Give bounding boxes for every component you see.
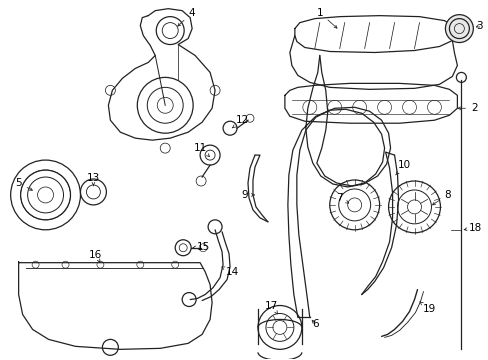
Text: 10: 10 (395, 160, 410, 175)
Text: 2: 2 (457, 103, 477, 113)
Text: 9: 9 (241, 190, 254, 200)
Text: 6: 6 (311, 319, 319, 329)
Text: 16: 16 (89, 250, 102, 262)
Text: 17: 17 (265, 301, 278, 314)
Text: 7: 7 (336, 193, 348, 203)
Text: 19: 19 (419, 302, 435, 315)
Text: 12: 12 (232, 115, 248, 128)
Text: 13: 13 (87, 173, 100, 186)
Text: 4: 4 (178, 8, 195, 26)
Text: 3: 3 (475, 21, 482, 31)
Text: 15: 15 (193, 242, 209, 252)
Circle shape (445, 15, 472, 42)
Text: 8: 8 (431, 190, 450, 205)
Text: 1: 1 (316, 8, 336, 28)
Text: 18: 18 (463, 223, 481, 233)
Text: 11: 11 (193, 143, 209, 157)
Text: 14: 14 (222, 267, 238, 276)
Text: 5: 5 (15, 178, 32, 190)
